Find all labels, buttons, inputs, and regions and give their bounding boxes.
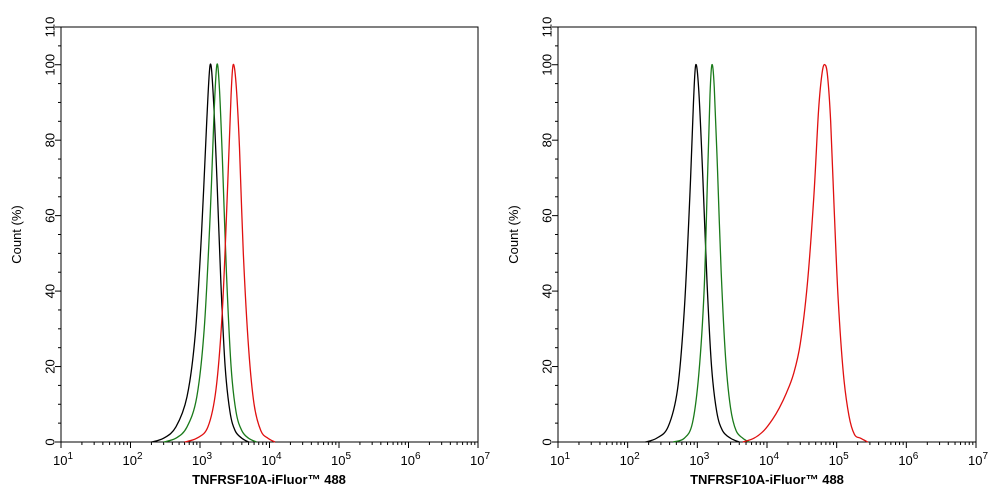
x-tick-label: 107 xyxy=(470,451,490,468)
x-tick-label: 101 xyxy=(53,451,73,468)
y-tick-label: 40 xyxy=(43,284,58,298)
x-tick-label: 102 xyxy=(122,451,142,468)
y-axis-ticks: 0 20 40 60 80 100 110 xyxy=(540,17,558,446)
histogram-series-2 xyxy=(184,63,276,443)
y-tick-label: 60 xyxy=(43,208,58,222)
y-axis-label: Count (%) xyxy=(506,205,521,264)
y-tick-label: 100 xyxy=(43,54,58,76)
histogram-panel-left: 0 20 40 60 80 100 110 101 102 103 104 105 106 107 Co… xyxy=(9,17,490,487)
histogram-series-group xyxy=(151,63,276,443)
y-tick-label: 20 xyxy=(540,359,555,373)
y-tick-label: 80 xyxy=(540,133,555,147)
y-axis-label: Count (%) xyxy=(9,205,24,264)
x-axis-label: TNFRSF10A-iFluor™ 488 xyxy=(192,472,346,487)
x-tick-label: 103 xyxy=(689,451,709,468)
x-tick-label: 101 xyxy=(550,451,570,468)
histogram-series-group xyxy=(645,63,869,443)
x-tick-label: 107 xyxy=(968,451,988,468)
x-tick-label: 104 xyxy=(759,451,779,468)
y-tick-label: 0 xyxy=(540,438,555,445)
y-tick-label: 80 xyxy=(43,133,58,147)
x-tick-label: 105 xyxy=(331,451,351,468)
histogram-series-0 xyxy=(151,63,249,443)
x-axis-ticks: 101 102 103 104 105 106 107 xyxy=(550,442,988,468)
y-tick-label: 40 xyxy=(540,284,555,298)
x-tick-label: 102 xyxy=(620,451,640,468)
y-tick-label: 20 xyxy=(43,359,58,373)
x-tick-label: 106 xyxy=(400,451,420,468)
histogram-series-0 xyxy=(645,63,740,443)
plot-frame xyxy=(60,26,479,443)
y-tick-label: 60 xyxy=(540,208,555,222)
y-tick-label: 100 xyxy=(540,54,555,76)
x-tick-label: 105 xyxy=(829,451,849,468)
y-axis-ticks: 0 20 40 60 80 100 110 xyxy=(43,17,61,446)
histogram-series-2 xyxy=(742,63,869,443)
x-tick-label: 106 xyxy=(898,451,918,468)
histogram-series-1 xyxy=(163,63,257,443)
x-tick-label: 104 xyxy=(261,451,281,468)
histogram-panel-right: 0 20 40 60 80 100 110 101 102 103 104 105 106 107 Co… xyxy=(506,17,988,487)
x-axis-label: TNFRSF10A-iFluor™ 488 xyxy=(690,472,844,487)
x-tick-label: 103 xyxy=(192,451,212,468)
y-tick-label: 110 xyxy=(43,17,58,38)
y-tick-label: 110 xyxy=(540,17,555,38)
y-tick-label: 0 xyxy=(43,438,58,445)
histogram-series-1 xyxy=(672,63,750,443)
plot-frame xyxy=(557,26,977,443)
x-axis-ticks: 101 102 103 104 105 106 107 xyxy=(53,442,490,468)
